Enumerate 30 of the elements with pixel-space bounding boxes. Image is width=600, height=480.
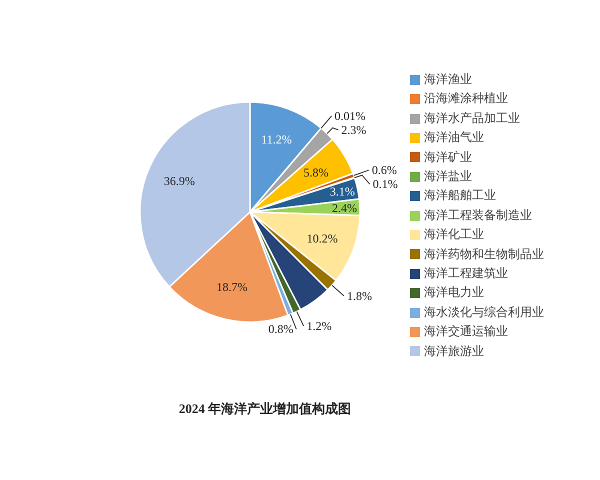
data-label: 3.1% [330, 184, 355, 199]
data-label: 1.2% [306, 319, 332, 334]
data-label: 2.3% [341, 122, 366, 137]
legend-label: 海洋矿业 [424, 150, 472, 164]
data-label: 11.2% [261, 132, 292, 147]
text: 2024 年海洋产业增加值构成图 [178, 400, 352, 418]
legend-label: 海洋交通运输业 [424, 324, 508, 338]
data-label: 0.8% [268, 322, 294, 336]
data-label: 0.01% [334, 108, 366, 123]
legend-label: 海洋渔业 [424, 72, 472, 86]
legend-label: 海洋水产品加工业 [424, 110, 520, 125]
data-label: 1.8% [346, 288, 372, 303]
legend-label: 沿海滩涂种植业 [424, 91, 508, 106]
legend-label: 海水淡化与综合利用业 [424, 304, 544, 319]
data-label: 0.6% [372, 163, 397, 178]
data-label: 10.2% [306, 232, 338, 246]
legend-label: 海洋电力业 [424, 285, 484, 300]
legend-label: 海洋旅游业 [424, 344, 484, 358]
data-label: 0.1% [372, 177, 398, 192]
legend-label: 海洋工程装备制造业 [424, 208, 532, 222]
legend-label: 海洋化工业 [424, 227, 484, 242]
legend-label: 海洋药物和生物制品业 [424, 246, 544, 261]
data-label: 2.4% [332, 200, 358, 215]
legend-label: 海洋工程建筑业 [424, 266, 508, 280]
data-label: 18.7% [216, 280, 248, 294]
legend-label: 海洋油气业 [424, 130, 484, 144]
data-label: 5.8% [304, 165, 329, 180]
legend-label: 海洋盐业 [424, 169, 472, 184]
data-label: 36.9% [164, 174, 195, 188]
legend-label: 海洋船舶工业 [424, 188, 496, 202]
